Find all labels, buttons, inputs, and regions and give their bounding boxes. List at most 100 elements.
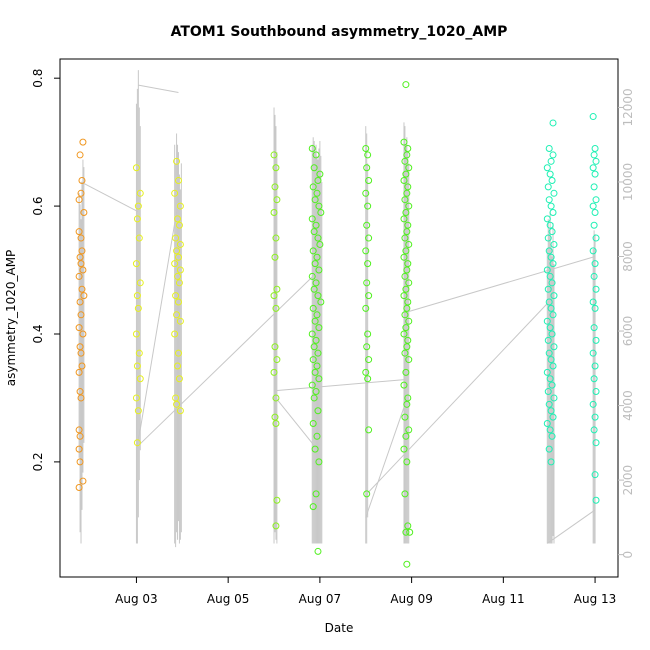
data-point (364, 260, 372, 268)
data-point (592, 234, 600, 242)
data-point (403, 560, 411, 568)
data-point (403, 228, 411, 236)
secondary-connector (405, 256, 596, 313)
data-point (400, 445, 408, 453)
data-point (591, 362, 599, 370)
data-point (271, 253, 279, 261)
data-point (134, 407, 142, 415)
data-point (75, 272, 83, 280)
data-point (400, 381, 408, 389)
data-point (401, 311, 409, 319)
data-point (174, 349, 182, 357)
data-point (364, 330, 372, 338)
data-point (132, 164, 140, 172)
data-point (315, 375, 323, 383)
data-point (77, 260, 85, 268)
data-point (363, 490, 371, 498)
data-point (400, 253, 408, 261)
data-point (272, 164, 280, 172)
data-point (404, 298, 412, 306)
data-point (403, 189, 411, 197)
data-point (314, 234, 322, 242)
data-point (589, 400, 597, 408)
data-point (589, 202, 597, 210)
data-point (365, 177, 373, 185)
secondary-connector (275, 378, 406, 392)
data-point (76, 151, 84, 159)
data-point (75, 368, 83, 376)
y-tick-label: 0.8 (31, 69, 45, 88)
data-point (173, 400, 181, 408)
data-point (314, 177, 322, 185)
data-point (591, 471, 599, 479)
data-point (543, 215, 551, 223)
data-point (592, 439, 600, 447)
data-point (76, 458, 84, 466)
data-point (404, 145, 412, 153)
y-tick-label: 0.4 (31, 324, 45, 343)
data-point (314, 407, 322, 415)
data-point (364, 151, 372, 159)
data-point (401, 234, 409, 242)
data-point (546, 375, 554, 383)
data-point (315, 266, 323, 274)
secondary-connector (136, 200, 179, 447)
data-point (545, 196, 553, 204)
data-point (403, 343, 411, 351)
data-point (402, 208, 410, 216)
data-point (314, 547, 322, 555)
data-point (136, 279, 144, 287)
data-point (311, 368, 319, 376)
data-point (272, 394, 280, 402)
data-point (76, 298, 84, 306)
data-point (543, 317, 551, 325)
data-point (173, 247, 181, 255)
data-point (403, 304, 411, 312)
y-tick-label: 0.6 (31, 197, 45, 216)
data-point (405, 240, 413, 248)
data-point (546, 272, 554, 280)
secondary-connector (137, 271, 319, 447)
data-point (402, 81, 410, 89)
data-point (310, 343, 318, 351)
data-point (401, 157, 409, 165)
data-point (547, 356, 555, 364)
data-point (549, 362, 557, 370)
data-point (550, 292, 558, 300)
data-point (365, 426, 373, 434)
data-point (75, 228, 83, 236)
data-point (547, 458, 555, 466)
data-point (173, 157, 181, 165)
data-point (311, 260, 319, 268)
data-point (310, 394, 318, 402)
data-point (402, 368, 410, 376)
data-point (78, 177, 86, 185)
data-point (364, 202, 372, 210)
data-point (543, 368, 551, 376)
data-point (402, 528, 410, 536)
data-point (401, 490, 409, 498)
y2-tick-label: 10000 (621, 163, 635, 201)
x-tick-label: Aug 05 (207, 592, 250, 606)
secondary-connector (138, 84, 179, 94)
x-axis-label: Date (325, 621, 354, 635)
data-point (271, 183, 279, 191)
data-point (309, 247, 317, 255)
data-point (75, 324, 83, 332)
data-point (132, 260, 140, 268)
data-point (174, 272, 182, 280)
y2-tick-label: 0 (621, 551, 635, 559)
data-point (311, 317, 319, 325)
data-point (590, 151, 598, 159)
data-point (78, 362, 86, 370)
data-point (591, 208, 599, 216)
data-point (590, 221, 598, 229)
data-point (365, 356, 373, 364)
data-point (400, 292, 408, 300)
data-point (313, 189, 321, 197)
data-point (592, 336, 600, 344)
data-point (362, 304, 370, 312)
data-point (546, 170, 554, 178)
data-point (78, 285, 86, 293)
data-point (401, 196, 409, 204)
